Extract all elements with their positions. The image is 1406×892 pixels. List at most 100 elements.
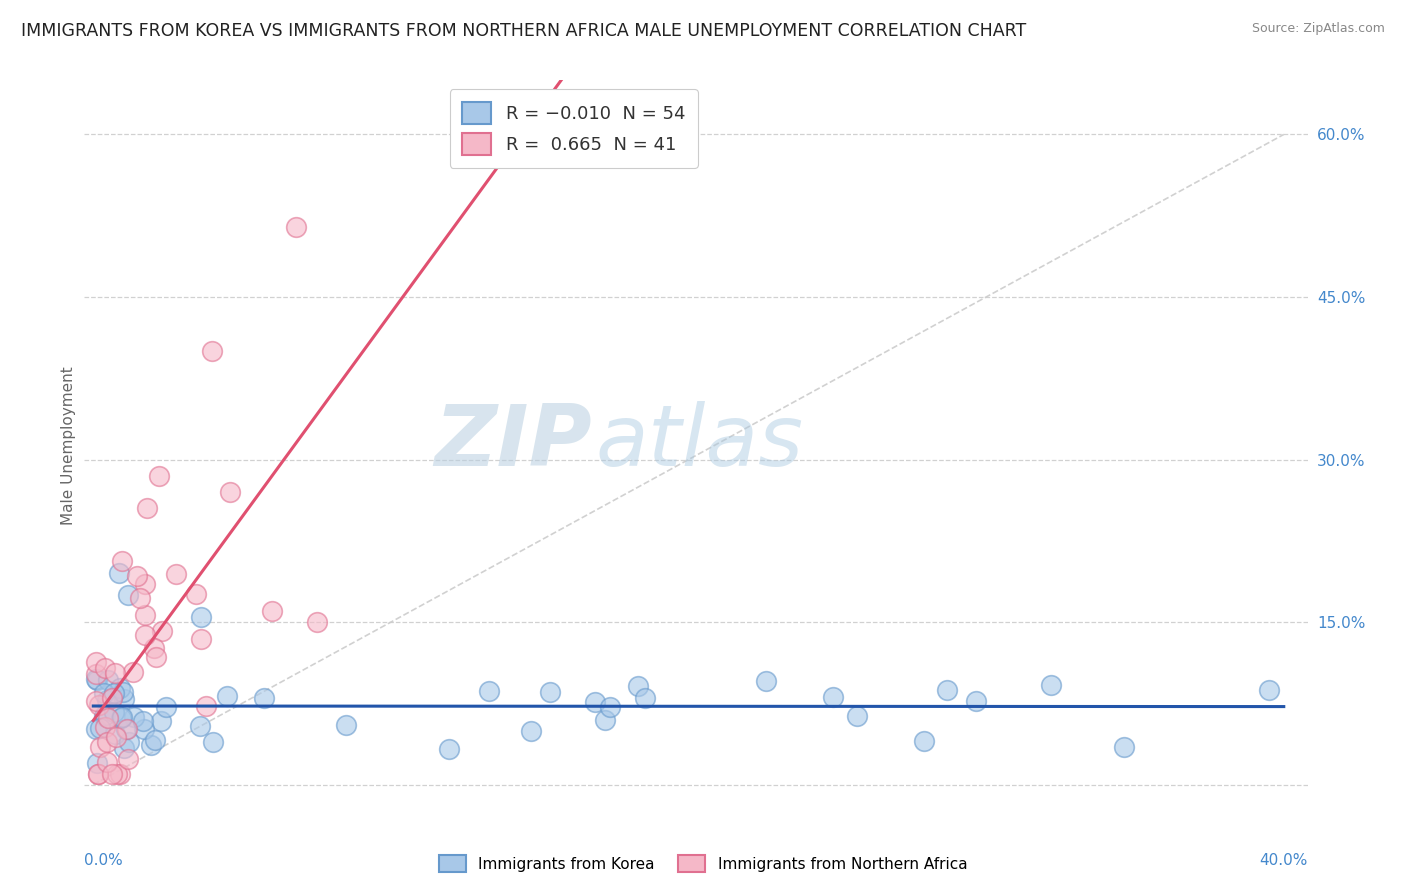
Point (108, 566, 131, 581)
Point (84, 655, 107, 669)
Point (86, 756, 108, 770)
Point (478, 684, 501, 698)
Point (86, 673, 108, 687)
Point (1257, 682, 1279, 697)
Point (108, 681, 131, 696)
Point (94, 661, 117, 675)
Point (93, 686, 115, 700)
Point (115, 723, 138, 737)
Legend: R = −0.010  N = 54, R =  0.665  N = 41: R = −0.010 N = 54, R = 0.665 N = 41 (450, 89, 697, 168)
Point (134, 607, 156, 622)
Point (111, 554, 134, 568)
Point (117, 751, 139, 765)
Point (103, 686, 125, 700)
Point (821, 690, 844, 704)
Point (583, 695, 606, 709)
Point (1112, 739, 1135, 754)
Point (105, 730, 128, 744)
Point (87, 698, 110, 712)
Point (125, 569, 148, 583)
Point (122, 665, 145, 680)
Text: 40.0%: 40.0% (1260, 853, 1308, 868)
Point (104, 727, 127, 741)
Text: 0.0%: 0.0% (84, 853, 124, 868)
Point (86, 766, 108, 780)
Point (134, 577, 156, 591)
Point (89, 739, 111, 754)
Point (305, 615, 328, 629)
Point (84, 694, 107, 708)
Point (1039, 678, 1062, 692)
Point (108, 766, 131, 780)
Point (93, 709, 115, 723)
Point (112, 684, 135, 698)
Point (132, 722, 155, 736)
Point (84, 666, 107, 681)
Point (538, 684, 561, 698)
Point (89, 721, 111, 735)
Point (260, 604, 283, 618)
Point (190, 632, 212, 647)
Point (145, 649, 167, 664)
Point (634, 690, 657, 705)
Point (190, 719, 212, 733)
Point (139, 738, 162, 752)
Point (101, 691, 124, 706)
Point (103, 706, 125, 720)
Legend: Immigrants from Korea, Immigrants from Northern Africa: Immigrants from Korea, Immigrants from N… (432, 847, 974, 880)
Text: atlas: atlas (596, 401, 804, 483)
Point (112, 692, 135, 706)
Point (104, 665, 127, 680)
Point (218, 484, 240, 499)
Point (129, 591, 152, 606)
Point (87, 766, 110, 780)
Point (94, 721, 117, 735)
Point (111, 710, 134, 724)
Point (148, 468, 170, 483)
Point (599, 699, 621, 714)
Point (201, 735, 224, 749)
Point (935, 683, 957, 698)
Point (131, 714, 153, 728)
Point (86, 672, 108, 686)
Point (96, 756, 118, 770)
Point (627, 679, 650, 693)
Y-axis label: Male Unemployment: Male Unemployment (60, 367, 76, 525)
Point (194, 699, 217, 714)
Point (253, 691, 276, 706)
Point (94, 708, 117, 723)
Text: ZIP: ZIP (434, 401, 592, 483)
Point (846, 709, 869, 723)
Point (143, 732, 166, 747)
Point (118, 735, 141, 749)
Point (115, 723, 138, 737)
Point (155, 700, 177, 714)
Point (150, 624, 173, 639)
Point (335, 718, 357, 732)
Point (142, 641, 165, 656)
Point (190, 609, 212, 624)
Point (96, 693, 118, 707)
Text: Source: ZipAtlas.com: Source: ZipAtlas.com (1251, 22, 1385, 36)
Point (965, 694, 987, 708)
Point (595, 713, 617, 727)
Point (122, 710, 145, 724)
Point (96, 734, 118, 748)
Point (201, 344, 224, 359)
Point (97, 673, 120, 688)
Point (149, 714, 172, 728)
Point (912, 734, 935, 748)
Point (117, 588, 139, 602)
Point (165, 566, 187, 581)
Point (217, 689, 239, 703)
Point (134, 628, 156, 642)
Point (135, 501, 157, 516)
Point (84, 722, 107, 736)
Text: IMMIGRANTS FROM KOREA VS IMMIGRANTS FROM NORTHERN AFRICA MALE UNEMPLOYMENT CORRE: IMMIGRANTS FROM KOREA VS IMMIGRANTS FROM… (21, 22, 1026, 40)
Point (100, 766, 122, 780)
Point (97, 711, 120, 725)
Point (110, 711, 132, 725)
Point (105, 766, 128, 780)
Point (437, 742, 460, 756)
Point (186, 587, 208, 601)
